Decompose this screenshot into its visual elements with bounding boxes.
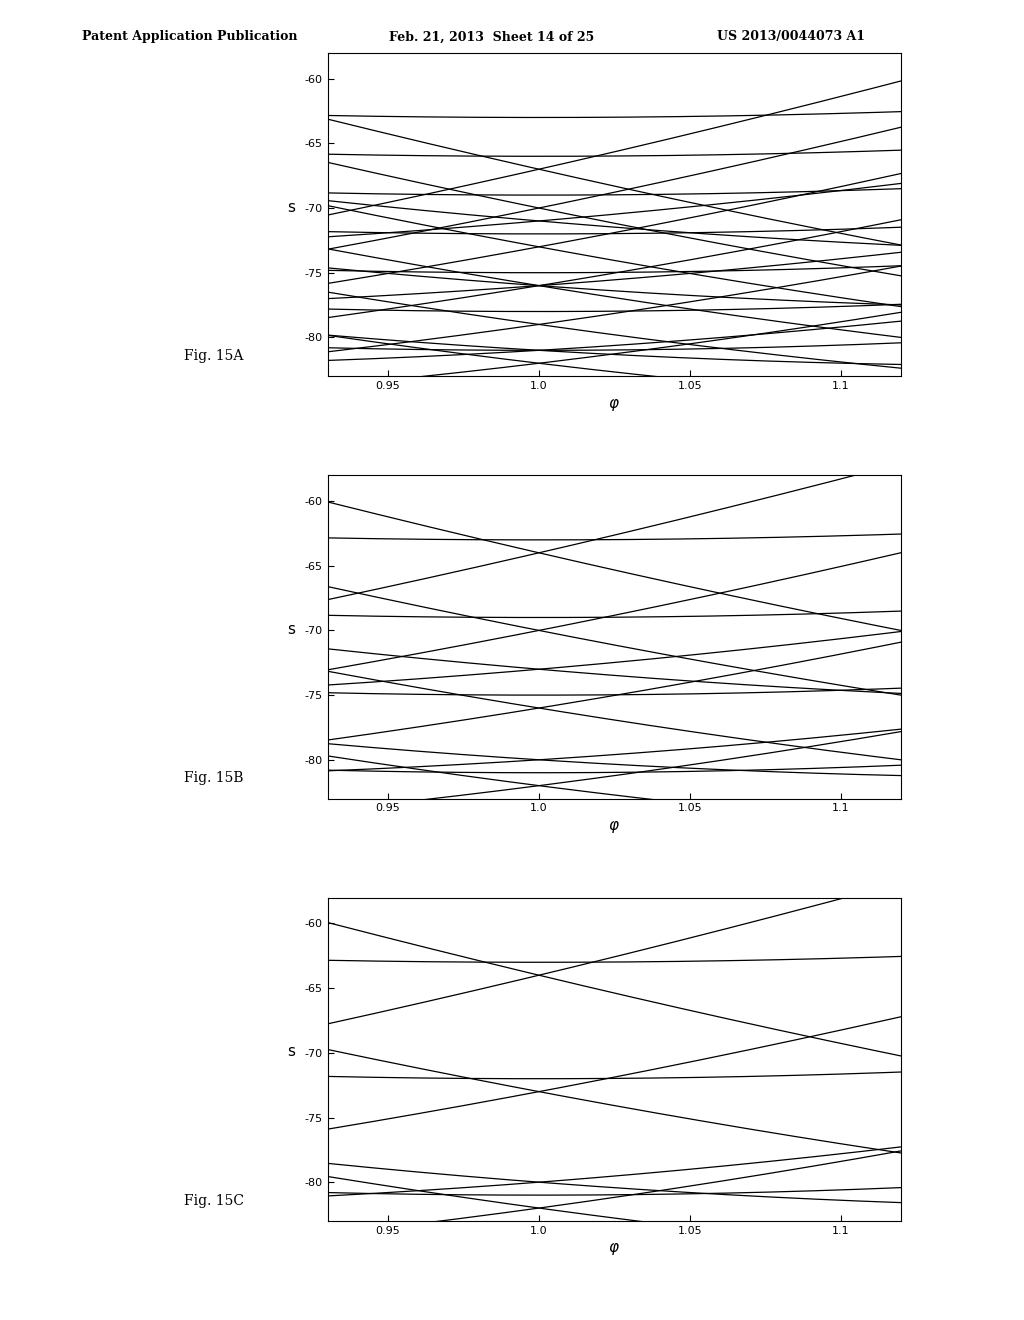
Text: Fig. 15C: Fig. 15C (184, 1193, 245, 1208)
Text: Feb. 21, 2013  Sheet 14 of 25: Feb. 21, 2013 Sheet 14 of 25 (389, 30, 594, 44)
X-axis label: $\varphi$: $\varphi$ (608, 1241, 621, 1258)
Text: Fig. 15B: Fig. 15B (184, 771, 244, 785)
X-axis label: $\varphi$: $\varphi$ (608, 396, 621, 413)
X-axis label: $\varphi$: $\varphi$ (608, 818, 621, 836)
Y-axis label: s: s (287, 199, 295, 214)
Text: US 2013/0044073 A1: US 2013/0044073 A1 (717, 30, 865, 44)
Y-axis label: s: s (287, 1044, 295, 1059)
Text: Patent Application Publication: Patent Application Publication (82, 30, 297, 44)
Y-axis label: s: s (287, 622, 295, 636)
Text: Fig. 15A: Fig. 15A (184, 348, 244, 363)
